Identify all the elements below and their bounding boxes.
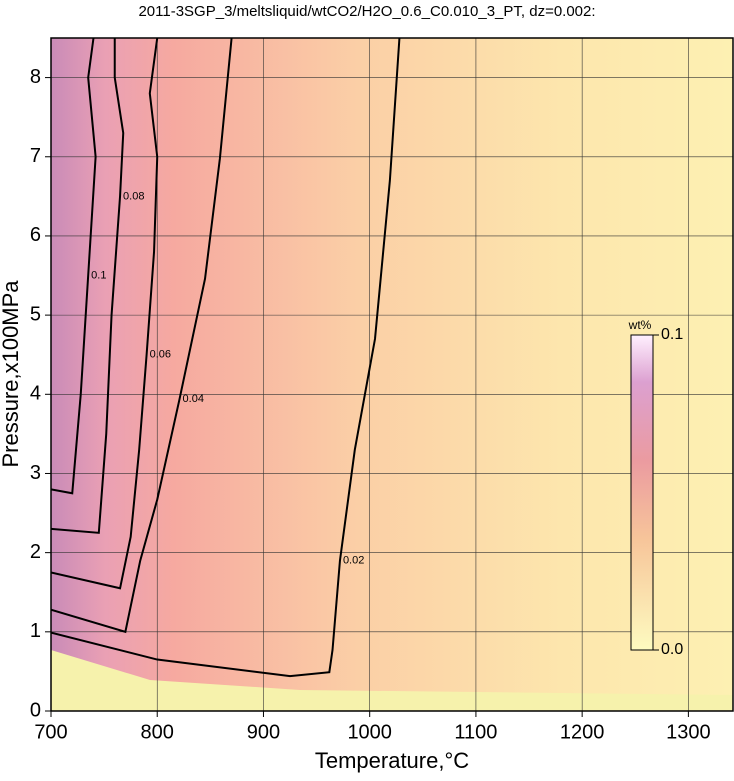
y-tick-label: 3 [30,462,41,484]
contour-label: 0.1 [91,269,106,281]
colorbar-tick-label: 0.0 [661,641,683,658]
x-tick-label: 700 [34,721,67,743]
y-tick-label: 7 [30,145,41,167]
low-band [51,650,733,711]
colorbar-label: wt% [628,318,652,332]
colorbar [630,334,654,651]
plot-frame [50,37,734,712]
chart-title: 2011-3SGP_3/meltsliquid/wtCO2/H2O_0.6_C0… [138,3,595,20]
colorbar-tick-label: 0.1 [661,326,683,343]
y-tick-label: 2 [30,541,41,563]
x-tick-label: 1200 [560,721,605,743]
contour-label: 0.08 [123,190,144,202]
y-tick-label: 5 [30,303,41,325]
contour-line [51,38,233,634]
x-tick-label: 1100 [454,721,497,743]
contour-label: 0.02 [343,554,364,566]
contour-line [51,38,125,534]
x-tick-label: 1000 [347,721,392,743]
y-tick-label: 8 [30,66,41,88]
contour-label: 0.04 [183,393,204,405]
y-tick-label: 1 [30,620,41,642]
y-tick-label: 0 [30,699,41,721]
contour-line [51,38,159,590]
x-tick-label: 1300 [666,721,711,743]
x-tick-label: 800 [141,721,174,743]
contour-line [51,38,97,495]
contour-label: 0.06 [150,349,171,361]
plot-area: 0.02 0.04 0.06 0.08 0.1 [51,38,733,711]
y-tick-label: 6 [30,224,41,246]
contour-line [51,38,401,678]
y-tick-label: 4 [30,383,41,405]
x-tick-label: 900 [247,721,280,743]
x-axis-label: Temperature,°C [315,748,469,773]
y-axis-label: Pressure,x100MPa [0,280,23,468]
